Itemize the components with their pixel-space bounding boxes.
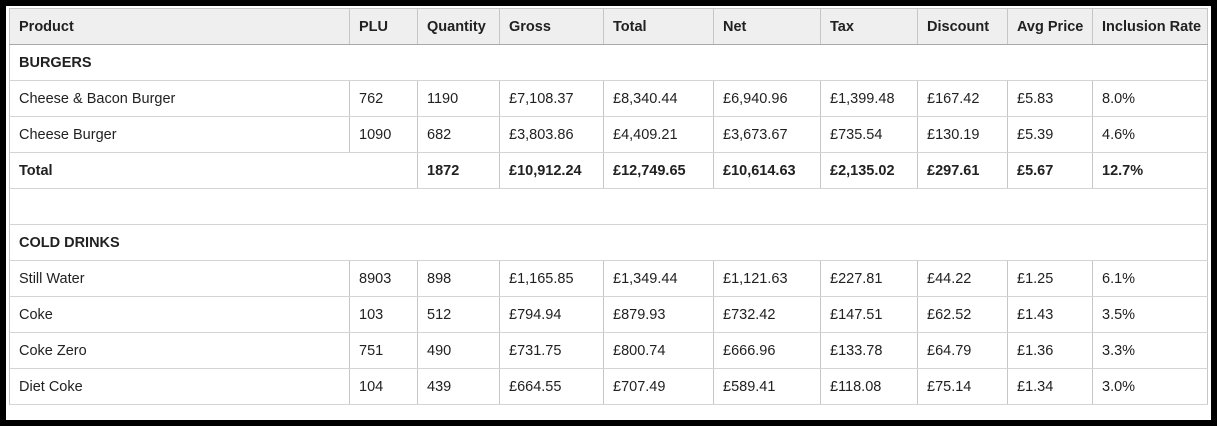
cell-plu: 1090 xyxy=(349,116,418,153)
cell-tax: £735.54 xyxy=(820,116,918,153)
table-body: BURGERS Cheese & Bacon Burger 762 1190 £… xyxy=(9,44,1208,405)
cell-net: £732.42 xyxy=(713,296,821,333)
cell-net: £10,614.63 xyxy=(713,152,821,189)
column-header-plu: PLU xyxy=(349,8,418,45)
cell-total: £800.74 xyxy=(603,332,714,369)
cell-quantity: 898 xyxy=(417,260,500,297)
cell-avg-price: £5.67 xyxy=(1007,152,1093,189)
column-header-total: Total xyxy=(603,8,714,45)
cell-inclusion-rate: 12.7% xyxy=(1092,152,1208,189)
column-header-quantity: Quantity xyxy=(417,8,500,45)
column-header-net: Net xyxy=(713,8,821,45)
cell-tax: £2,135.02 xyxy=(820,152,918,189)
cell-plu: 103 xyxy=(349,296,418,333)
cell-product: Still Water xyxy=(9,260,350,297)
cell-total: £8,340.44 xyxy=(603,80,714,117)
column-header-avg-price: Avg Price xyxy=(1007,8,1093,45)
cell-product: Cheese & Bacon Burger xyxy=(9,80,350,117)
table-row: Diet Coke 104 439 £664.55 £707.49 £589.4… xyxy=(9,368,1208,405)
table-header: Product PLU Quantity Gross Total Net Tax… xyxy=(9,8,1208,45)
section-header-row-burgers: BURGERS xyxy=(9,44,1208,81)
cell-tax: £227.81 xyxy=(820,260,918,297)
spacer-cell xyxy=(9,188,1208,225)
cell-inclusion-rate: 6.1% xyxy=(1092,260,1208,297)
cell-gross: £794.94 xyxy=(499,296,604,333)
cell-discount: £64.79 xyxy=(917,332,1008,369)
cell-total: £707.49 xyxy=(603,368,714,405)
cell-discount: £297.61 xyxy=(917,152,1008,189)
cell-gross: £664.55 xyxy=(499,368,604,405)
cell-quantity: 1190 xyxy=(417,80,500,117)
cell-total: £879.93 xyxy=(603,296,714,333)
cell-quantity: 490 xyxy=(417,332,500,369)
column-header-tax: Tax xyxy=(820,8,918,45)
cell-discount: £44.22 xyxy=(917,260,1008,297)
header-row: Product PLU Quantity Gross Total Net Tax… xyxy=(9,8,1208,45)
cell-quantity: 682 xyxy=(417,116,500,153)
cell-net: £666.96 xyxy=(713,332,821,369)
cell-avg-price: £5.39 xyxy=(1007,116,1093,153)
column-header-gross: Gross xyxy=(499,8,604,45)
cell-gross: £1,165.85 xyxy=(499,260,604,297)
table-row: Cheese & Bacon Burger 762 1190 £7,108.37… xyxy=(9,80,1208,117)
cell-avg-price: £1.43 xyxy=(1007,296,1093,333)
cell-inclusion-rate: 3.5% xyxy=(1092,296,1208,333)
column-header-product: Product xyxy=(9,8,350,45)
cell-net: £589.41 xyxy=(713,368,821,405)
cell-avg-price: £1.25 xyxy=(1007,260,1093,297)
section-header-row-cold-drinks: COLD DRINKS xyxy=(9,224,1208,261)
cell-net: £1,121.63 xyxy=(713,260,821,297)
table-row: Coke Zero 751 490 £731.75 £800.74 £666.9… xyxy=(9,332,1208,369)
cell-gross: £10,912.24 xyxy=(499,152,604,189)
cell-plu: 762 xyxy=(349,80,418,117)
cell-tax: £1,399.48 xyxy=(820,80,918,117)
cell-discount: £130.19 xyxy=(917,116,1008,153)
section-title: BURGERS xyxy=(9,44,1208,81)
cell-net: £3,673.67 xyxy=(713,116,821,153)
cell-total: £12,749.65 xyxy=(603,152,714,189)
cell-product: Diet Coke xyxy=(9,368,350,405)
cell-tax: £118.08 xyxy=(820,368,918,405)
cell-product: Coke xyxy=(9,296,350,333)
column-header-inclusion-rate: Inclusion Rate xyxy=(1092,8,1208,45)
cell-plu: 8903 xyxy=(349,260,418,297)
cell-total-label: Total xyxy=(9,152,418,189)
cell-total: £1,349.44 xyxy=(603,260,714,297)
cell-avg-price: £1.36 xyxy=(1007,332,1093,369)
cell-discount: £167.42 xyxy=(917,80,1008,117)
cell-total: £4,409.21 xyxy=(603,116,714,153)
cell-inclusion-rate: 4.6% xyxy=(1092,116,1208,153)
sales-report-table: Product PLU Quantity Gross Total Net Tax… xyxy=(9,8,1208,405)
cell-gross: £3,803.86 xyxy=(499,116,604,153)
cell-plu: 751 xyxy=(349,332,418,369)
table-row: Coke 103 512 £794.94 £879.93 £732.42 £14… xyxy=(9,296,1208,333)
table-row: Cheese Burger 1090 682 £3,803.86 £4,409.… xyxy=(9,116,1208,153)
cell-net: £6,940.96 xyxy=(713,80,821,117)
cell-product: Coke Zero xyxy=(9,332,350,369)
cell-tax: £133.78 xyxy=(820,332,918,369)
total-row: Total 1872 £10,912.24 £12,749.65 £10,614… xyxy=(9,152,1208,189)
cell-plu: 104 xyxy=(349,368,418,405)
cell-quantity: 512 xyxy=(417,296,500,333)
cell-discount: £75.14 xyxy=(917,368,1008,405)
spacer-row xyxy=(9,188,1208,225)
section-title: COLD DRINKS xyxy=(9,224,1208,261)
column-header-discount: Discount xyxy=(917,8,1008,45)
cell-quantity: 1872 xyxy=(417,152,500,189)
cell-quantity: 439 xyxy=(417,368,500,405)
cell-gross: £731.75 xyxy=(499,332,604,369)
cell-inclusion-rate: 3.3% xyxy=(1092,332,1208,369)
table-row: Still Water 8903 898 £1,165.85 £1,349.44… xyxy=(9,260,1208,297)
cell-inclusion-rate: 8.0% xyxy=(1092,80,1208,117)
cell-avg-price: £5.83 xyxy=(1007,80,1093,117)
cell-inclusion-rate: 3.0% xyxy=(1092,368,1208,405)
cell-gross: £7,108.37 xyxy=(499,80,604,117)
cell-discount: £62.52 xyxy=(917,296,1008,333)
cell-tax: £147.51 xyxy=(820,296,918,333)
cell-product: Cheese Burger xyxy=(9,116,350,153)
cell-avg-price: £1.34 xyxy=(1007,368,1093,405)
